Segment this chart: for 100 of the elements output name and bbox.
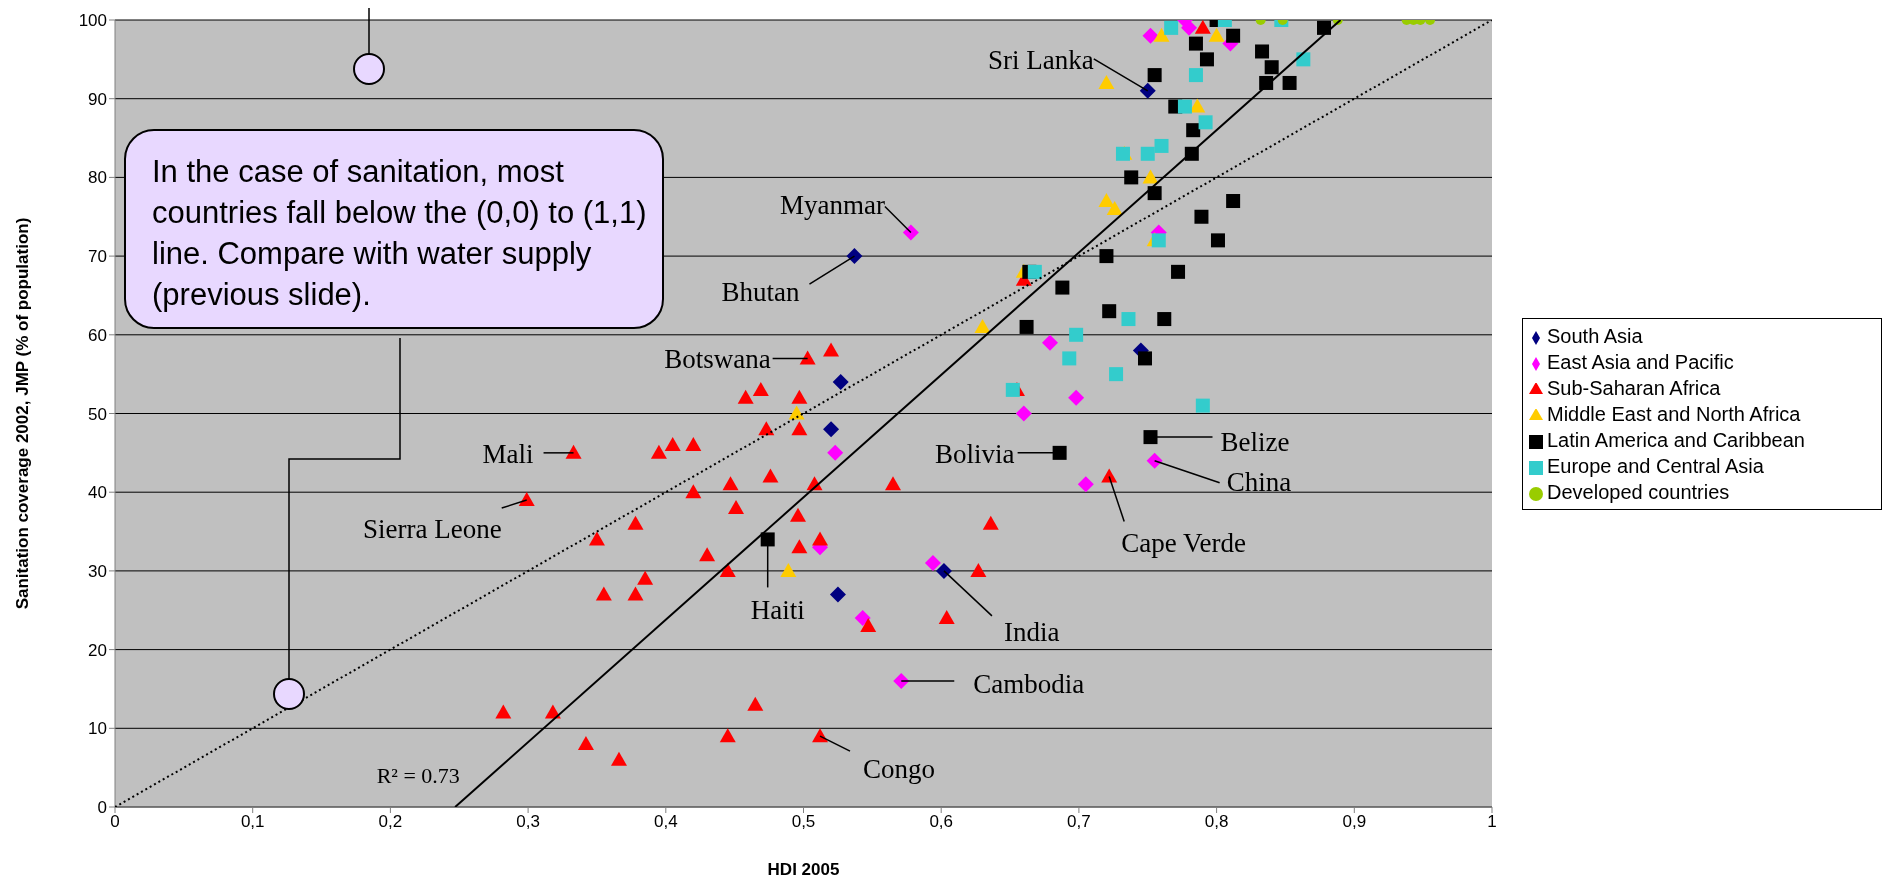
legend-label: South Asia	[1547, 325, 1643, 347]
point	[1255, 44, 1270, 59]
point	[650, 444, 667, 459]
x-tick-label: 0,9	[1342, 812, 1367, 832]
point	[1194, 20, 1211, 34]
point	[799, 350, 816, 365]
legend-label: East Asia and Pacific	[1547, 351, 1734, 373]
point	[860, 617, 877, 632]
point	[827, 444, 844, 461]
point	[1005, 382, 1020, 397]
point	[791, 539, 808, 554]
y-tick-label: 50	[88, 404, 107, 424]
point	[1317, 20, 1332, 35]
annotation: Bolivia	[935, 438, 1015, 469]
point	[747, 696, 764, 711]
x-tick-label: 1	[1487, 812, 1497, 832]
point	[1055, 280, 1070, 295]
annotation: Sri Lanka	[988, 44, 1094, 75]
point	[780, 562, 797, 577]
annotation: In the case of sanitation, most countries fall below the (0,0) to (1,1) line. Compare with water supply (previous slide).	[152, 153, 648, 314]
point	[595, 586, 612, 601]
point	[737, 389, 754, 404]
point	[902, 224, 919, 241]
annotation: Myanmar	[779, 190, 885, 221]
point	[1041, 334, 1058, 351]
point	[577, 736, 594, 751]
point	[1226, 28, 1241, 43]
point	[789, 507, 806, 522]
point	[970, 562, 987, 577]
annotation: Mali	[482, 438, 534, 469]
point	[1147, 68, 1162, 83]
annotation: Congo	[863, 754, 936, 785]
x-tick-label: 0,6	[929, 812, 954, 832]
x-tick-label: 0,5	[791, 812, 816, 832]
point	[565, 444, 582, 459]
annotation: Botswana	[664, 344, 771, 375]
point	[719, 728, 736, 743]
point	[974, 318, 991, 333]
annotation: Cambodia	[973, 669, 1085, 700]
point	[938, 610, 955, 625]
x-tick-label: 0,1	[240, 812, 265, 832]
legend-label: Latin America and Caribbean	[1547, 429, 1805, 451]
point	[544, 704, 561, 719]
point	[1143, 430, 1158, 445]
point	[1138, 351, 1152, 366]
point	[1264, 60, 1279, 75]
x-tick-label: 0,3	[516, 812, 540, 832]
point	[685, 484, 702, 499]
point	[823, 421, 840, 438]
y-tick-label: 80	[88, 168, 107, 188]
y-tick-label: 60	[88, 325, 107, 345]
point	[758, 421, 775, 436]
x-tick-label: 0,2	[378, 812, 403, 832]
point	[935, 562, 952, 579]
point	[788, 405, 805, 420]
point	[885, 476, 902, 491]
point	[1164, 20, 1179, 35]
point	[1109, 367, 1124, 382]
annotation: R² = 0.73	[376, 763, 460, 789]
point	[1015, 405, 1032, 422]
point	[588, 531, 605, 546]
point	[495, 704, 512, 719]
point	[1147, 186, 1162, 201]
y-tick-label: 20	[88, 640, 107, 660]
point	[719, 562, 736, 577]
point	[1188, 36, 1203, 51]
point	[728, 499, 745, 514]
point	[1181, 20, 1198, 36]
point	[1142, 27, 1159, 44]
annotation: Cape Verde	[1121, 528, 1246, 559]
legend-label: Developed countries	[1547, 481, 1730, 503]
point	[1188, 68, 1203, 83]
point	[699, 547, 716, 562]
point	[637, 570, 654, 585]
point	[1140, 146, 1155, 161]
x-axis-title: HDI 2005	[767, 860, 840, 879]
legend-label: Sub-Saharan Africa	[1547, 377, 1721, 399]
point	[1226, 194, 1241, 209]
point	[760, 532, 775, 547]
point	[1199, 52, 1214, 67]
point	[791, 389, 808, 404]
point	[1062, 351, 1077, 366]
y-axis-title: Sanitation coverage 2002, JMP (% of population)	[13, 217, 33, 610]
point	[1195, 398, 1210, 413]
point	[829, 586, 846, 603]
point	[1139, 82, 1156, 99]
point	[1106, 200, 1123, 215]
point	[1171, 264, 1186, 279]
annotation: India	[1003, 616, 1060, 647]
point	[854, 610, 871, 627]
point	[722, 476, 739, 491]
point	[846, 248, 863, 265]
point	[1186, 123, 1201, 138]
point	[762, 468, 779, 483]
point	[518, 492, 535, 507]
point	[1177, 99, 1192, 114]
annotation: Sierra Leone	[363, 514, 502, 545]
point	[1210, 233, 1225, 248]
point	[1068, 389, 1085, 406]
legend-label: Europe and Central Asia	[1547, 455, 1764, 477]
